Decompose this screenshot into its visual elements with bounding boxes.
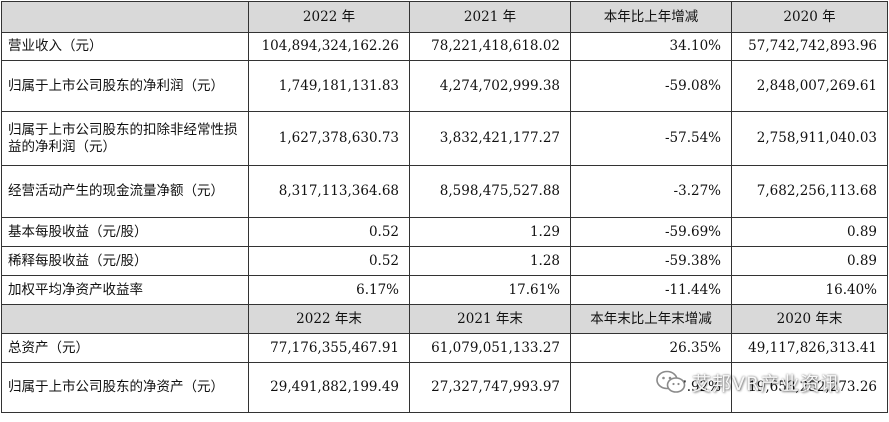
row-label: 总资产（元） xyxy=(1,333,249,363)
value-cell: -57.54% xyxy=(570,111,732,166)
row-label: 经营活动产生的现金流量净额（元） xyxy=(1,165,249,218)
table-row: 归属于上市公司股东的净利润（元） 1,749,181,131.83 4,274,… xyxy=(1,60,888,112)
value-cell: 104,894,324,162.26 xyxy=(248,32,410,61)
value-cell: 7,682,256,113.68 xyxy=(731,165,888,218)
table-row: 归属于上市公司股东的净资产（元） 29,491,882,199.49 27,32… xyxy=(1,362,888,413)
value-cell: -59.38% xyxy=(570,246,732,276)
value-cell: -3.27% xyxy=(570,165,732,218)
table-header-row: 2022 年末 2021 年末 本年末比上年末增减 2020 年末 xyxy=(1,304,888,334)
header-cell: 2022 年末 xyxy=(248,304,410,334)
financial-data-table: 2022 年 2021 年 本年比上年增减 2020 年 营业收入（元） 104… xyxy=(1,1,888,413)
header-cell: 2020 年 xyxy=(731,1,888,33)
header-cell: 2022 年 xyxy=(248,1,410,33)
value-cell: 19,653,252,273.26 xyxy=(731,362,888,413)
row-label: 归属于上市公司股东的净资产（元） xyxy=(1,362,249,413)
header-cell: 本年末比上年末增减 xyxy=(570,304,732,334)
header-cell: 2020 年末 xyxy=(731,304,888,334)
table-row: 加权平均净资产收益率 6.17% 17.61% -11.44% 16.40% xyxy=(1,275,888,305)
value-cell: 1.28 xyxy=(409,246,571,276)
value-cell: 6.17% xyxy=(248,275,410,305)
value-cell: 49,117,826,313.41 xyxy=(731,333,888,363)
row-label: 营业收入（元） xyxy=(1,32,249,61)
value-cell: 4,274,702,999.38 xyxy=(409,60,571,112)
table-row: 总资产（元） 77,176,355,467.91 61,079,051,133.… xyxy=(1,333,888,363)
header-cell: 本年比上年增减 xyxy=(570,1,732,33)
value-cell: 7.92% xyxy=(570,362,732,413)
value-cell: 1,749,181,131.83 xyxy=(248,60,410,112)
value-cell: 8,598,475,527.88 xyxy=(409,165,571,218)
value-cell: 34.10% xyxy=(570,32,732,61)
value-cell: 2,758,911,040.03 xyxy=(731,111,888,166)
value-cell: 3,832,421,177.27 xyxy=(409,111,571,166)
table-row: 营业收入（元） 104,894,324,162.26 78,221,418,61… xyxy=(1,32,888,61)
row-label: 稀释每股收益（元/股） xyxy=(1,246,249,276)
table-row: 基本每股收益（元/股） 0.52 1.29 -59.69% 0.89 xyxy=(1,217,888,247)
value-cell: 78,221,418,618.02 xyxy=(409,32,571,61)
value-cell: 1.29 xyxy=(409,217,571,247)
value-cell: 57,742,742,893.96 xyxy=(731,32,888,61)
table-header-row: 2022 年 2021 年 本年比上年增减 2020 年 xyxy=(1,1,888,33)
value-cell: 0.52 xyxy=(248,217,410,247)
table-row: 稀释每股收益（元/股） 0.52 1.28 -59.38% 0.89 xyxy=(1,246,888,276)
value-cell: 26.35% xyxy=(570,333,732,363)
header-blank-cell xyxy=(1,304,249,334)
header-cell: 2021 年末 xyxy=(409,304,571,334)
value-cell: -59.08% xyxy=(570,60,732,112)
value-cell: 61,079,051,133.27 xyxy=(409,333,571,363)
value-cell: 27,327,747,993.97 xyxy=(409,362,571,413)
row-label: 加权平均净资产收益率 xyxy=(1,275,249,305)
value-cell: 8,317,113,364.68 xyxy=(248,165,410,218)
value-cell: -59.69% xyxy=(570,217,732,247)
value-cell: 29,491,882,199.49 xyxy=(248,362,410,413)
value-cell: 0.89 xyxy=(731,217,888,247)
value-cell: 17.61% xyxy=(409,275,571,305)
table-row: 归属于上市公司股东的扣除非经常性损益的净利润（元） 1,627,378,630.… xyxy=(1,111,888,166)
header-cell: 2021 年 xyxy=(409,1,571,33)
value-cell: -11.44% xyxy=(570,275,732,305)
value-cell: 0.52 xyxy=(248,246,410,276)
value-cell: 16.40% xyxy=(731,275,888,305)
value-cell: 1,627,378,630.73 xyxy=(248,111,410,166)
row-label: 归属于上市公司股东的净利润（元） xyxy=(1,60,249,112)
value-cell: 2,848,007,269.61 xyxy=(731,60,888,112)
header-blank-cell xyxy=(1,1,249,33)
row-label: 基本每股收益（元/股） xyxy=(1,217,249,247)
value-cell: 77,176,355,467.91 xyxy=(248,333,410,363)
table-row: 经营活动产生的现金流量净额（元） 8,317,113,364.68 8,598,… xyxy=(1,165,888,218)
value-cell: 0.89 xyxy=(731,246,888,276)
row-label: 归属于上市公司股东的扣除非经常性损益的净利润（元） xyxy=(1,111,249,166)
